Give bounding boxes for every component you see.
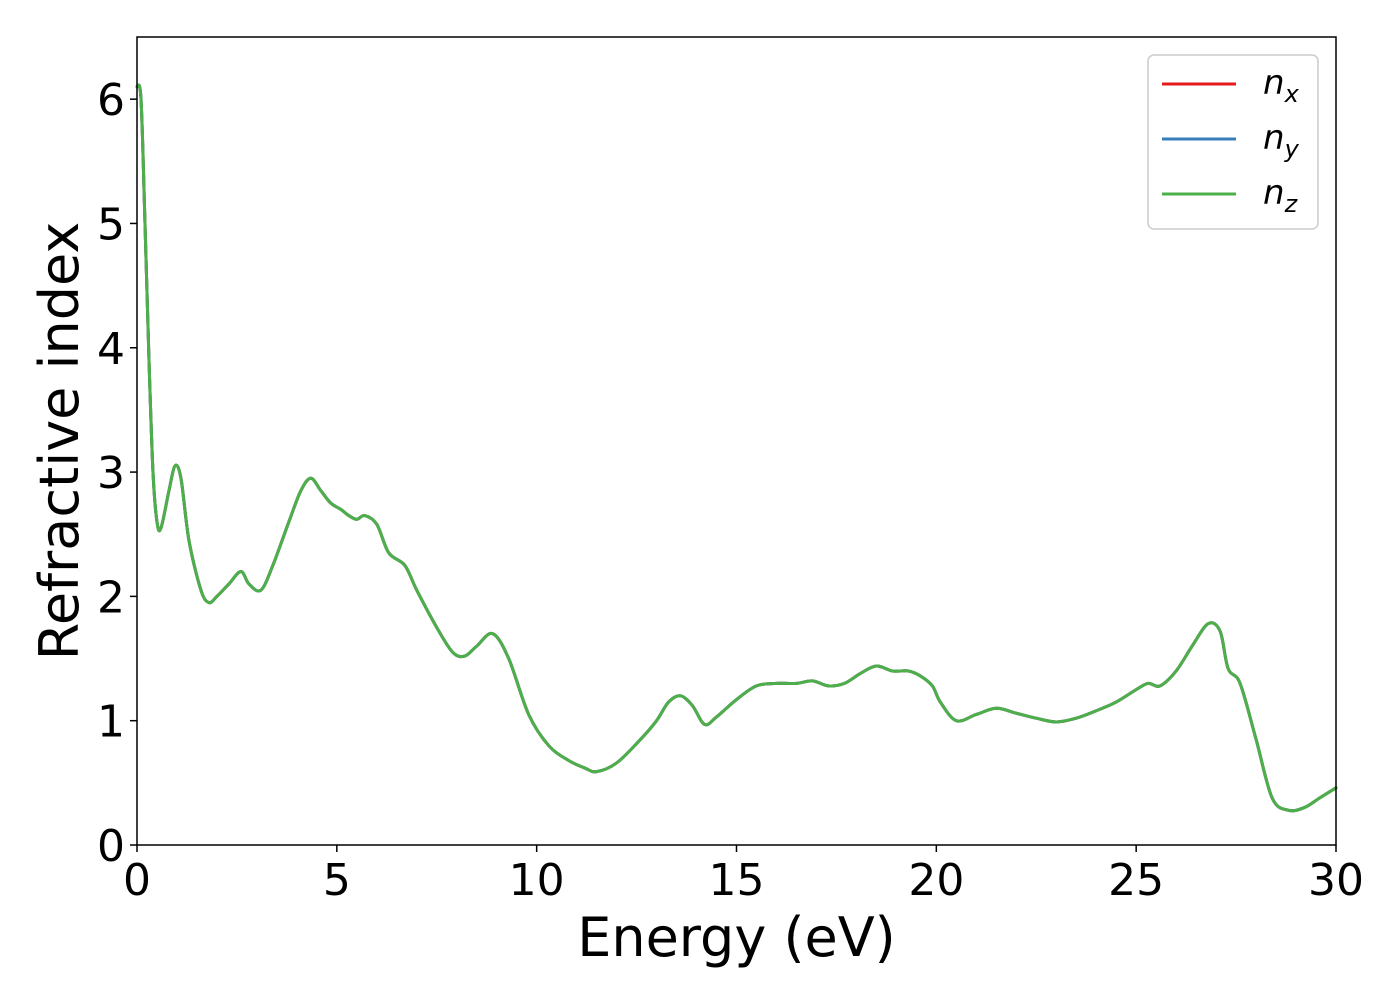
x-tick-label: 15	[709, 855, 765, 906]
x-tick-label: 5	[323, 855, 351, 906]
legend-label-z: nz	[1263, 173, 1299, 218]
y-tick-label: 0	[97, 821, 125, 872]
legend-label-x: nx	[1263, 63, 1300, 108]
legend: nx ny nz	[1147, 54, 1319, 230]
y-tick-label: 3	[97, 448, 125, 499]
legend-entries: nx ny nz	[1162, 63, 1300, 218]
series-layer	[135, 83, 1338, 813]
x-tick-label: 10	[509, 855, 565, 906]
y-tick-label: 2	[97, 572, 125, 623]
y-tick-label: 5	[97, 199, 125, 250]
y-tick-label: 4	[97, 324, 125, 375]
y-axis-label: Refractive index	[28, 222, 91, 661]
y-tick-label: 6	[97, 75, 125, 126]
y-axis-ticks: 0 1 2 3 4 5 6	[97, 75, 137, 872]
x-axis-ticks: 0 5 10 15 20 25 30	[123, 845, 1364, 906]
legend-label-y: ny	[1263, 118, 1300, 163]
x-tick-label: 25	[1108, 855, 1164, 906]
x-tick-label: 30	[1308, 855, 1364, 906]
y-tick-label: 1	[97, 697, 125, 748]
x-tick-label: 0	[123, 855, 151, 906]
x-tick-label: 20	[908, 855, 964, 906]
legend-box	[1147, 54, 1319, 230]
x-axis-label: Energy (eV)	[577, 906, 896, 969]
series-line-n-z	[135, 83, 1338, 813]
